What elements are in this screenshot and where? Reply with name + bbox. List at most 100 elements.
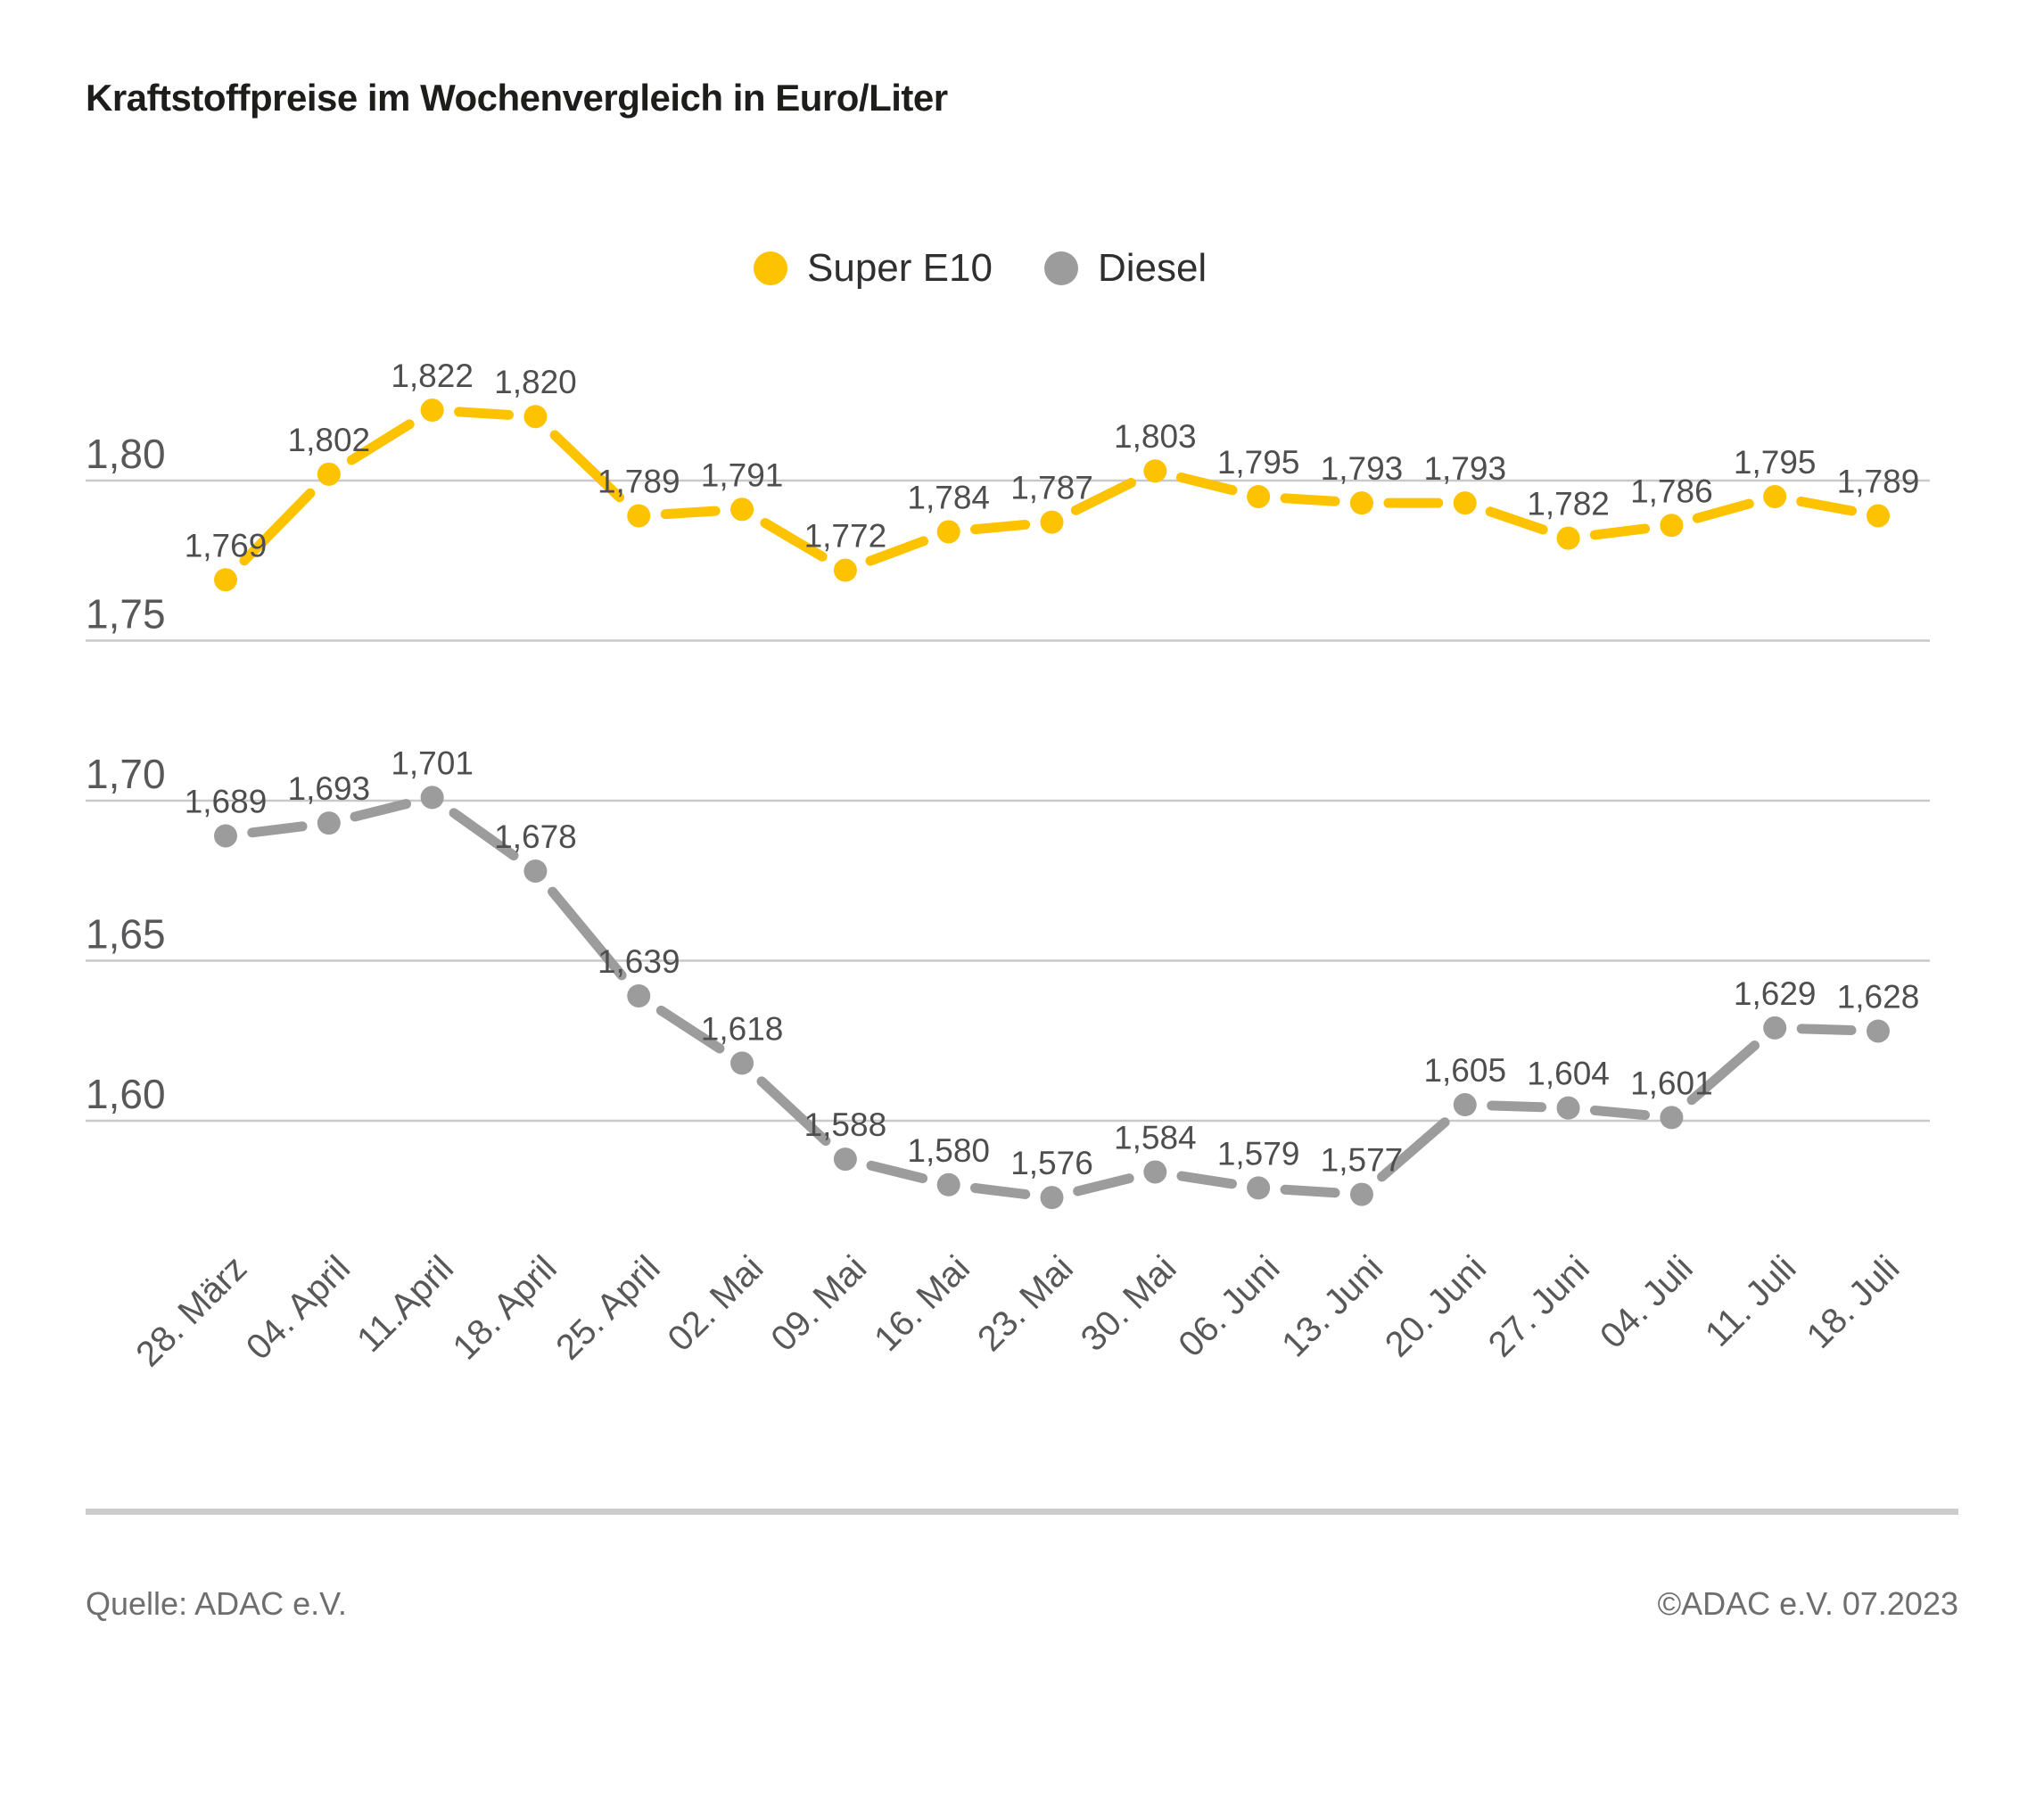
data-point <box>936 1172 960 1197</box>
source-note: Quelle: ADAC e.V. <box>86 1585 347 1622</box>
x-axis-tick-label: 11.April <box>350 1248 461 1360</box>
data-point <box>1556 526 1580 550</box>
y-axis-tick-label: 1,80 <box>86 431 166 477</box>
series-segment <box>350 799 412 822</box>
data-label: 1,769 <box>185 527 268 563</box>
series-segment <box>660 506 721 520</box>
data-label: 1,693 <box>288 770 371 807</box>
data-point <box>214 568 237 592</box>
x-axis-tick-label: 11. Juli <box>1698 1248 1804 1354</box>
series-segment <box>970 519 1031 535</box>
series-segment <box>1377 1117 1450 1182</box>
data-label: 1,786 <box>1630 473 1713 509</box>
series-segment <box>1070 478 1136 515</box>
data-point <box>1867 504 1890 528</box>
data-label: 1,588 <box>804 1106 887 1143</box>
diesel-swatch-icon <box>1043 251 1078 285</box>
x-axis-tick-label: 28. März <box>128 1248 254 1374</box>
data-label: 1,689 <box>185 783 268 819</box>
series-segment <box>1073 1173 1134 1197</box>
x-axis-tick-label: 27. Juni <box>1481 1248 1597 1364</box>
data-point <box>1040 510 1064 534</box>
data-point <box>833 558 857 582</box>
series-segment <box>1589 523 1651 540</box>
series-segment <box>239 488 316 566</box>
data-point <box>1556 1096 1580 1120</box>
series-segment <box>548 886 627 981</box>
data-label: 1,793 <box>1321 450 1404 487</box>
data-label: 1,795 <box>1217 444 1300 481</box>
data-point <box>1867 1019 1890 1043</box>
data-label: 1,628 <box>1837 978 1920 1015</box>
data-label: 1,789 <box>598 463 680 499</box>
data-label: 1,795 <box>1734 444 1817 481</box>
data-point <box>1660 514 1684 538</box>
data-label: 1,803 <box>1114 418 1197 455</box>
data-label: 1,618 <box>701 1010 784 1047</box>
series-segment <box>1176 1171 1237 1189</box>
series-segment <box>454 407 514 420</box>
data-point <box>1453 491 1477 515</box>
data-point <box>1763 484 1787 508</box>
series-segment <box>969 1182 1031 1199</box>
data-label: 1,629 <box>1734 975 1817 1012</box>
data-label: 1,791 <box>701 456 784 493</box>
data-point <box>833 1147 857 1172</box>
x-axis-tick-label: 09. Mai <box>763 1248 874 1359</box>
data-label: 1,822 <box>391 358 474 394</box>
series-segment <box>449 808 519 861</box>
series-diesel: 1,689 1,693 1,701 1,678 1,639 1,618 1,588 1,580… <box>185 744 1920 1210</box>
legend: Super E10 Diesel <box>754 246 1207 291</box>
data-label: 1,584 <box>1114 1119 1197 1156</box>
data-point <box>1143 1160 1167 1184</box>
y-axis-tick-label: 1,70 <box>86 751 166 797</box>
legend-item-diesel: Diesel <box>1043 246 1207 291</box>
data-point <box>317 462 341 486</box>
data-point <box>627 983 651 1008</box>
data-label: 1,802 <box>288 422 371 458</box>
data-point <box>1247 1176 1271 1200</box>
data-point <box>730 498 754 522</box>
data-label: 1,579 <box>1217 1135 1300 1172</box>
data-label: 1,577 <box>1321 1142 1404 1179</box>
data-label: 1,793 <box>1423 450 1506 487</box>
x-axis-tick-label: 04. Juli <box>1593 1248 1701 1356</box>
data-point <box>1453 1093 1477 1117</box>
x-axis-tick-label: 30. Mai <box>1074 1248 1184 1359</box>
data-label: 1,820 <box>494 364 577 400</box>
series-segment <box>1589 1105 1651 1121</box>
y-axis-tick-label: 1,75 <box>86 591 166 637</box>
chart-title: Kraftstoffpreise im Wochenvergleich in E… <box>86 77 948 119</box>
series-segment <box>1796 496 1858 516</box>
data-point <box>420 785 444 810</box>
x-axis-tick-label: 02. Mai <box>661 1248 771 1359</box>
series-segment <box>247 821 308 838</box>
data-label: 1,601 <box>1630 1065 1713 1101</box>
series-segment <box>549 430 625 503</box>
legend-label-super-e10: Super E10 <box>807 246 993 290</box>
x-axis-tick-label: 04. April <box>239 1248 358 1367</box>
y-axis-tick-label: 1,65 <box>86 911 166 958</box>
data-point <box>1143 459 1167 483</box>
series-segment <box>1692 498 1754 523</box>
data-label: 1,580 <box>907 1132 990 1169</box>
x-axis-tick-label: 20. Juni <box>1378 1248 1494 1364</box>
data-point <box>1349 491 1373 515</box>
data-point <box>936 520 960 544</box>
data-label: 1,787 <box>1010 470 1093 506</box>
y-axis-tick-label: 1,60 <box>86 1071 166 1117</box>
series-segment <box>346 419 415 465</box>
series-segment <box>1175 472 1238 496</box>
data-point <box>523 859 548 883</box>
series-segment <box>1796 1024 1857 1036</box>
series-segment <box>865 536 929 566</box>
data-point <box>1763 1016 1787 1040</box>
series-segment <box>1280 493 1340 506</box>
x-axis-tick-label: 18. Juli <box>1800 1248 1908 1356</box>
data-point <box>730 1051 754 1075</box>
data-label: 1,784 <box>907 479 990 515</box>
legend-item-super-e10: Super E10 <box>754 246 993 291</box>
series-segment <box>866 1160 928 1184</box>
